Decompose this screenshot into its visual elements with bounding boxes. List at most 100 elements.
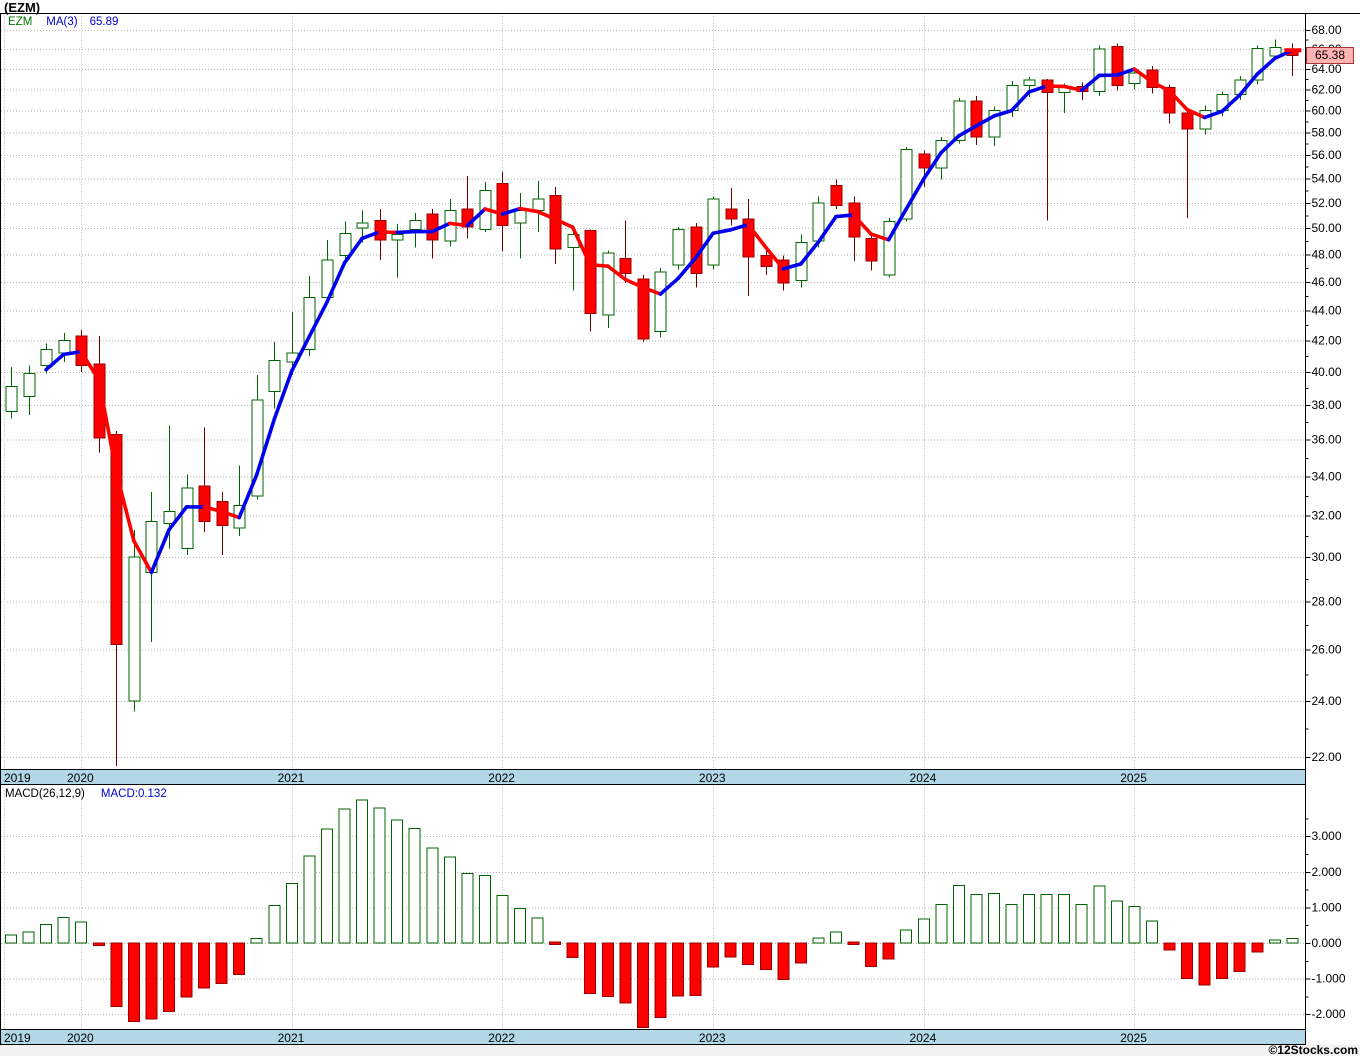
time-axis-lower: 2019 2020 2021 2022 2023 2024 2025: [0, 1030, 1306, 1045]
legend-symbol: EZM: [8, 16, 33, 28]
macd-bar: [759, 942, 772, 971]
price-axis-label: 60.00: [1312, 104, 1342, 118]
macd-legend: MACD(26,12,9) MACD:0.132: [5, 788, 167, 800]
price-axis-label: 44.00: [1312, 303, 1342, 317]
macd-axis-label: -1.000: [1312, 972, 1346, 986]
macd-bar: [162, 942, 175, 1012]
macd-bar: [987, 893, 1000, 944]
ma-line-segment: [254, 417, 277, 477]
time-tick-upper: 2021: [277, 771, 305, 785]
macd-bar: [1198, 942, 1211, 986]
ma-line-segment: [1150, 80, 1172, 93]
ma-line-segment: [342, 236, 364, 265]
candle-body: [339, 232, 352, 257]
ma-line-segment: [641, 285, 663, 296]
time-tick-upper: 2023: [698, 771, 726, 785]
candle-body: [391, 234, 404, 241]
ma-line-segment: [711, 228, 733, 236]
time-tick-lower: 2025: [1120, 1031, 1147, 1045]
candle-body: [532, 198, 545, 211]
ma-line-segment: [535, 209, 557, 221]
price-axis-label: 24.00: [1312, 694, 1342, 708]
candle-body: [1093, 48, 1106, 93]
macd-bar: [1058, 894, 1071, 944]
macd-axis-label: 0.000: [1312, 936, 1342, 950]
legend-ma-label: MA(3): [46, 16, 78, 28]
macd-bar: [180, 942, 193, 998]
candle-body: [181, 487, 194, 550]
macd-bar: [303, 855, 316, 944]
macd-bar: [1216, 942, 1229, 980]
ma-line-segment: [1115, 67, 1137, 77]
macd-bar: [110, 942, 123, 1007]
macd-bar: [619, 942, 632, 1004]
price-axis-label: 30.00: [1312, 550, 1342, 564]
watermark: ©12Stocks.com: [1268, 1043, 1358, 1056]
price-axis-label: 56.00: [1312, 148, 1342, 162]
time-tick-upper: 2019: [4, 771, 31, 785]
macd-bar: [1023, 894, 1036, 944]
ma-line-segment: [588, 262, 610, 268]
candle-body: [58, 339, 71, 354]
macd-bar: [426, 847, 439, 944]
candle-body: [426, 213, 439, 241]
candle-body: [1199, 110, 1212, 130]
macd-bar: [443, 856, 456, 944]
time-tick-upper: 2024: [909, 771, 937, 785]
time-tick-upper: 2020: [67, 771, 94, 785]
macd-bar: [566, 942, 579, 959]
macd-bar: [1005, 904, 1018, 944]
candle-body: [110, 433, 123, 645]
ma-line-segment: [44, 352, 66, 372]
macd-bar: [549, 941, 562, 945]
candle-body: [988, 110, 1001, 138]
macd-bar: [496, 894, 509, 944]
candle-body: [619, 257, 632, 274]
ma-line-segment: [96, 378, 119, 474]
ma-line-segment: [957, 124, 979, 138]
candle-body: [23, 372, 36, 397]
ma-line-segment: [869, 232, 891, 242]
price-legend: EZM MA(3) 65.89: [8, 16, 118, 28]
macd-bar: [1145, 920, 1158, 944]
candle-body: [742, 218, 755, 258]
macd-bar: [391, 819, 404, 944]
macd-bar: [900, 929, 913, 944]
candle-body: [970, 100, 983, 138]
ma-line-segment: [448, 221, 470, 228]
macd-bar: [233, 942, 246, 976]
macd-bar: [531, 917, 544, 944]
candle-body: [409, 219, 422, 230]
macd-bar: [356, 799, 369, 944]
candle-body: [1111, 45, 1124, 86]
ma-line-segment: [325, 261, 347, 304]
price-axis-label: 62.00: [1312, 83, 1342, 97]
macd-bar: [22, 931, 35, 944]
macd-bar: [970, 894, 983, 944]
macd-bar: [268, 904, 281, 944]
ma-line-segment: [851, 213, 873, 236]
macd-bar: [1286, 937, 1299, 944]
ma-line-segment: [395, 229, 417, 235]
price-axis-label: 40.00: [1312, 365, 1342, 379]
candle-body: [584, 230, 597, 314]
candle-body: [251, 399, 264, 497]
page-title: (EZM): [4, 0, 41, 15]
ma-line-segment: [114, 470, 136, 543]
macd-axis-label: 3.000: [1312, 829, 1342, 843]
legend-ma-value: 65.89: [89, 16, 119, 28]
ma-line-segment: [1220, 93, 1242, 114]
price-axis-label: 58.00: [1312, 125, 1342, 139]
ma-line-segment: [219, 509, 241, 520]
macd-bar: [215, 942, 228, 985]
macd-bar: [917, 918, 930, 944]
ma-line-segment: [1237, 72, 1260, 97]
macd-bar: [373, 807, 386, 944]
ma-line-segment: [834, 213, 856, 219]
price-axis-label: 68.00: [1312, 23, 1342, 37]
ma-line-segment: [816, 214, 838, 244]
macd-bar: [408, 828, 421, 944]
macd-bar: [198, 942, 211, 989]
